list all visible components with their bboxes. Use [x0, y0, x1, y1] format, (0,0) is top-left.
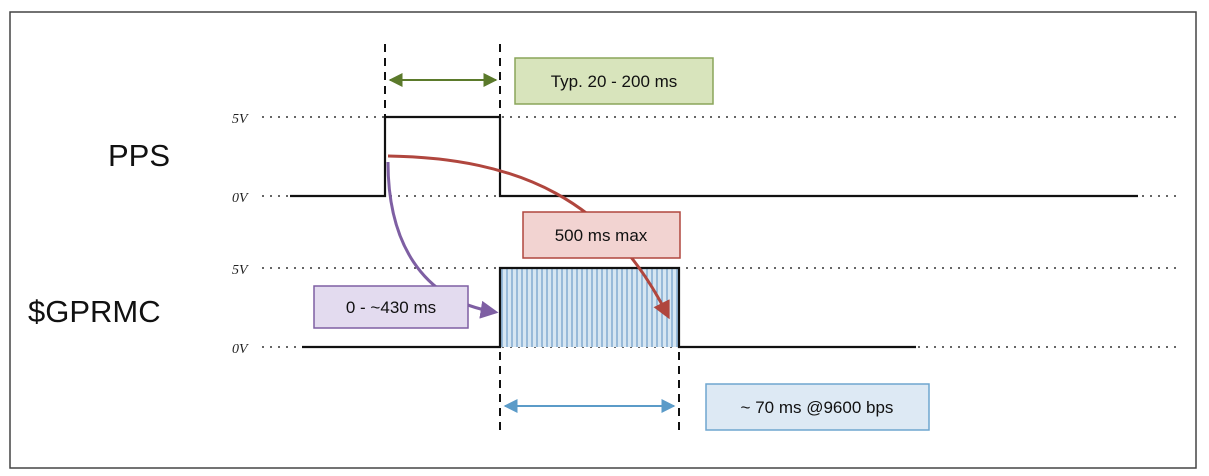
max-delay-arrow	[387, 154, 670, 320]
signal-label-gprmc: $GPRMC	[28, 294, 161, 329]
gprmc-data-block	[500, 268, 679, 347]
typical-delay-box	[313, 285, 469, 329]
pps-waveform	[290, 115, 1138, 198]
signal-label-pps: PPS	[108, 138, 170, 173]
gprmc-low-level-label: 0V	[232, 342, 249, 357]
max-delay-text: 500 ms max	[555, 226, 648, 245]
typical-delay-arrow	[386, 161, 499, 319]
diagram-frame	[9, 11, 1197, 469]
pps-low-level-label: 0V	[232, 191, 249, 206]
max-delay-box	[522, 211, 681, 259]
pulse-width-text: Typ. 20 - 200 ms	[551, 72, 678, 91]
nmea-duration-text: ~ 70 ms @9600 bps	[741, 398, 894, 417]
pulse-width-box	[514, 57, 714, 105]
typical-delay-text: 0 - ~430 ms	[346, 298, 436, 317]
nmea-duration-box	[705, 383, 930, 431]
gprmc-high-level-label: 5V	[232, 263, 249, 278]
pps-high-level-label: 5V	[232, 112, 249, 127]
gprmc-waveform	[302, 266, 916, 349]
